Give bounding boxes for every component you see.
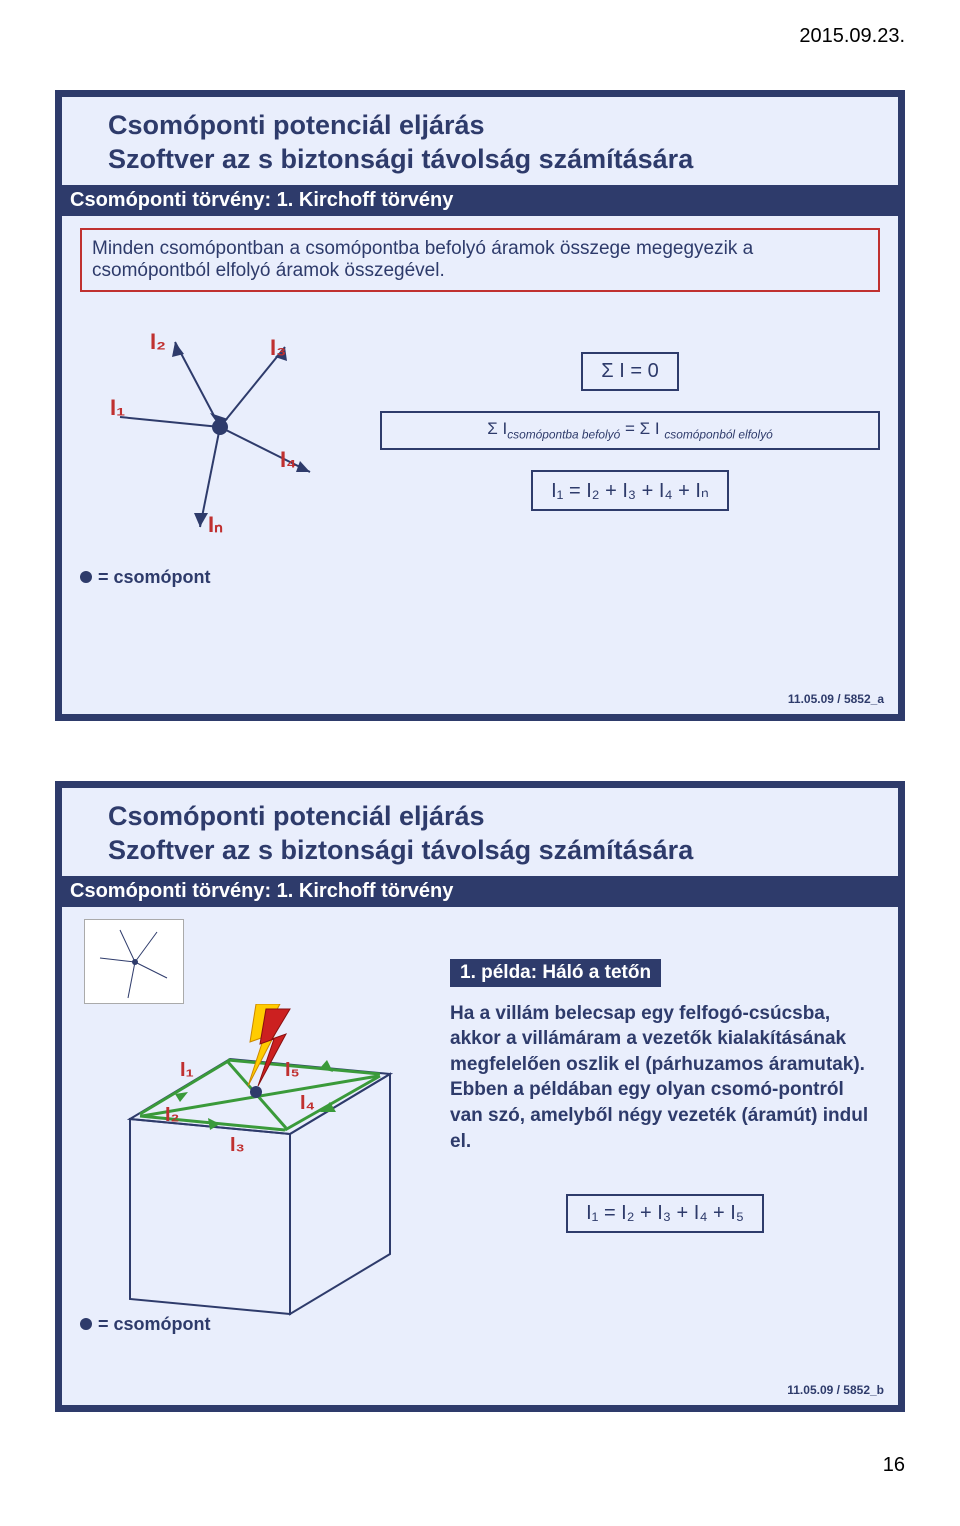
formula-slide2: I₁ = I₂ + I₃ + I₄ + I₅	[566, 1194, 764, 1233]
legend-dot-icon	[80, 571, 92, 583]
slide-1-redbox: Minden csomópontban a csomópontba befoly…	[80, 228, 880, 292]
cube-I3: I₃	[230, 1134, 245, 1157]
label-I4: I₄	[280, 447, 297, 473]
example-text: Ha a villám belecsap egy felfogó-csúcsba…	[450, 1001, 880, 1155]
slide-1-title: Csomóponti potenciál eljárás Szoftver az…	[108, 109, 880, 177]
slide-2-subtitle: Csomóponti törvény: 1. Kirchoff törvény	[62, 876, 898, 907]
node-legend-1: = csomópont	[80, 567, 880, 588]
slide-2-ref: 11.05.09 / 5852_b	[787, 1383, 884, 1397]
cube-I5: I₅	[285, 1059, 300, 1082]
slide-2-left-col: I₁ I₂ I₃ I₄ I₅	[80, 919, 430, 1354]
page-container: 2015.09.23. Csomóponti potenciál eljárás…	[0, 0, 960, 1492]
cube-I1: I₁	[180, 1059, 194, 1082]
formula-sum-zero: Σ I = 0	[581, 352, 678, 391]
cube-I2: I₂	[165, 1104, 179, 1127]
slide-2-title-line1: Csomóponti potenciál eljárás	[108, 801, 485, 831]
label-I1: I₁	[110, 395, 125, 421]
slide-1-title-line1: Csomóponti potenciál eljárás	[108, 110, 485, 140]
slide-2-content: I₁ I₂ I₃ I₄ I₅ 1. példa: Háló a tetőn Ha…	[80, 919, 880, 1354]
slide-1-title-line2: Szoftver az s biztonsági távolság számít…	[108, 144, 693, 174]
slide-1-content: I₁ I₂ I₃ I₄ Iₙ Σ I = 0 Σ Icsomópontba be…	[80, 317, 880, 547]
slide-1-inner: Csomóponti potenciál eljárás Szoftver az…	[62, 97, 898, 714]
thumbnail-diagram	[84, 919, 184, 1004]
formula-sum-currents: I₁ = I₂ + I₃ + I₄ + Iₙ	[531, 470, 729, 511]
label-I2: I₂	[150, 329, 166, 355]
date-header: 2015.09.23.	[799, 25, 905, 48]
formula-column: Σ I = 0 Σ Icsomópontba befolyó = Σ I cso…	[380, 352, 880, 510]
label-I3: I₃	[270, 335, 286, 361]
example-label: 1. példa: Háló a tetőn	[450, 959, 661, 987]
slide-1-ref: 11.05.09 / 5852_a	[788, 692, 884, 706]
formula-inflow-outflow: Σ Icsomópontba befolyó = Σ I csomóponból…	[380, 411, 880, 449]
slide-2-inner: Csomóponti potenciál eljárás Szoftver az…	[62, 788, 898, 1405]
cube-diagram: I₁ I₂ I₃ I₄ I₅	[80, 1004, 430, 1354]
slide-2-title: Csomóponti potenciál eljárás Szoftver az…	[108, 800, 880, 868]
slide-2-title-line2: Szoftver az s biztonsági távolság számít…	[108, 835, 693, 865]
legend-text-1: = csomópont	[98, 567, 211, 588]
slide-1: Csomóponti potenciál eljárás Szoftver az…	[55, 90, 905, 721]
page-number: 16	[883, 1454, 905, 1477]
slide-1-subtitle: Csomóponti törvény: 1. Kirchoff törvény	[62, 185, 898, 216]
cube-I4: I₄	[300, 1092, 315, 1115]
node-diagram: I₁ I₂ I₃ I₄ Iₙ	[80, 317, 360, 547]
slide-2: Csomóponti potenciál eljárás Szoftver az…	[55, 781, 905, 1412]
label-In: Iₙ	[208, 512, 223, 538]
slide-2-right-col: 1. példa: Háló a tetőn Ha a villám belec…	[450, 919, 880, 1354]
